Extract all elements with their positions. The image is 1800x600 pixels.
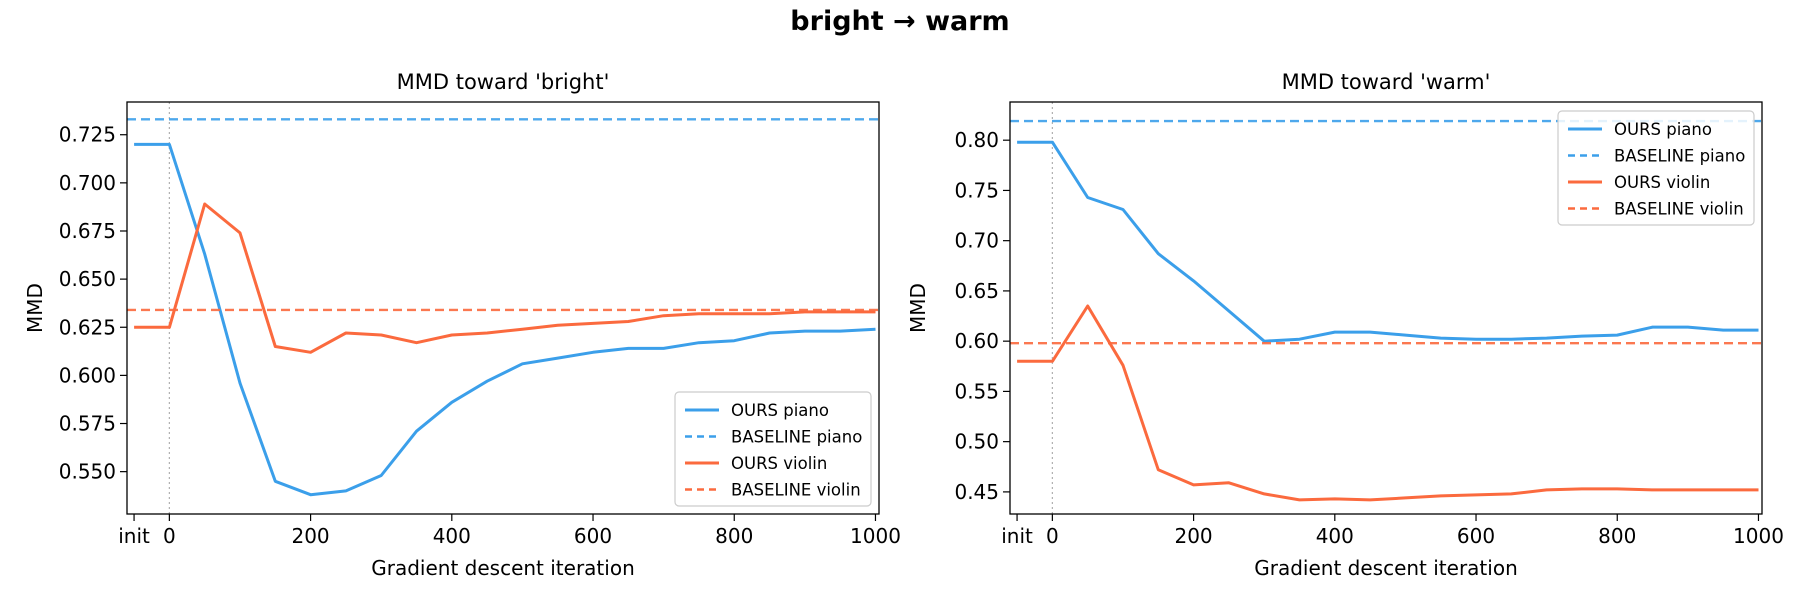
x-axis-label: Gradient descent iteration	[371, 556, 635, 580]
x-tick-label: 600	[1457, 524, 1495, 548]
legend-label: BASELINE piano	[1614, 147, 1745, 166]
y-tick-label: 0.50	[954, 430, 999, 454]
x-tick-label: 0	[1046, 524, 1059, 548]
y-tick-label: 0.55	[954, 379, 999, 403]
series-ours-violin	[134, 202, 876, 354]
chart-panel-1: init 0 200 400 600 800 1000 0.550 0.575 0.600 0.62…	[23, 70, 901, 580]
legend-label: OURS violin	[731, 454, 827, 473]
y-tick-label: 0.80	[954, 128, 999, 152]
x-tick-label: 0	[163, 524, 176, 548]
chart-title: MMD toward 'bright'	[397, 70, 610, 94]
legend: OURS piano BASELINE piano OURS violin BASEL…	[674, 391, 872, 507]
legend-label: OURS piano	[731, 401, 829, 420]
x-tick-label: 600	[574, 524, 612, 548]
chart-title: MMD toward 'warm'	[1282, 70, 1491, 94]
chart-panel-2: init 0 200 400 600 800 1000 0.45 0.50 0.55 0.60 0.6…	[906, 70, 1784, 580]
y-tick-label: 0.700	[59, 171, 116, 195]
y-tick-label: 0.725	[59, 123, 116, 147]
x-tick-label: init	[118, 524, 150, 548]
y-tick-label: 0.70	[954, 229, 999, 253]
x-tick-label: 400	[433, 524, 471, 548]
plot-frame	[126, 101, 880, 515]
x-tick-label: 200	[1174, 524, 1212, 548]
y-tick-label: 0.575	[59, 412, 116, 436]
x-tick-label: 200	[291, 524, 329, 548]
x-tick-label: init	[1001, 524, 1033, 548]
legend: OURS piano BASELINE piano OURS violin BASEL…	[1557, 110, 1755, 226]
x-tick-label: 800	[1598, 524, 1636, 548]
series-ours-piano	[1017, 140, 1759, 343]
y-tick-label: 0.65	[954, 279, 999, 303]
series-ours-piano	[134, 142, 876, 497]
legend-box	[1557, 110, 1755, 226]
y-tick-label: 0.650	[59, 267, 116, 291]
legend-label: OURS violin	[1614, 173, 1710, 192]
y-tick-label: 0.550	[59, 460, 116, 484]
plot-frame	[1009, 101, 1763, 515]
legend-box	[674, 391, 872, 507]
y-tick-label: 0.625	[59, 315, 116, 339]
y-tick-label: 0.675	[59, 219, 116, 243]
y-axis-label: MMD	[906, 283, 930, 333]
series-ours-violin	[1017, 304, 1759, 502]
x-tick-label: 400	[1316, 524, 1354, 548]
legend-label: BASELINE violin	[731, 481, 861, 500]
y-tick-label: 0.75	[954, 178, 999, 202]
y-axis-label: MMD	[23, 283, 47, 333]
legend-label: BASELINE violin	[1614, 200, 1744, 219]
legend-label: OURS piano	[1614, 120, 1712, 139]
figure-title: bright → warm	[790, 6, 1010, 37]
y-tick-label: 0.45	[954, 480, 999, 504]
x-tick-label: 1000	[850, 524, 901, 548]
x-tick-label: 800	[715, 524, 753, 548]
x-tick-label: 1000	[1733, 524, 1784, 548]
legend-label: BASELINE piano	[731, 428, 862, 447]
x-axis-label: Gradient descent iteration	[1254, 556, 1518, 580]
y-tick-label: 0.600	[59, 363, 116, 387]
y-tick-label: 0.60	[954, 329, 999, 353]
